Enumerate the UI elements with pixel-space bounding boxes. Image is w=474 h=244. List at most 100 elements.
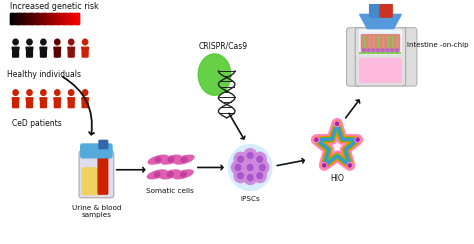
Bar — [61, 13, 62, 24]
Bar — [14, 13, 15, 24]
Bar — [70, 13, 72, 24]
FancyBboxPatch shape — [55, 52, 57, 57]
Text: HIO: HIO — [330, 174, 344, 183]
FancyBboxPatch shape — [380, 1, 392, 17]
FancyBboxPatch shape — [44, 52, 46, 57]
Ellipse shape — [148, 155, 168, 164]
Bar — [22, 13, 23, 24]
Circle shape — [396, 49, 398, 52]
Bar — [32, 13, 33, 24]
Circle shape — [247, 164, 253, 171]
Bar — [40, 13, 41, 24]
FancyBboxPatch shape — [13, 52, 16, 57]
Bar — [58, 13, 59, 24]
FancyBboxPatch shape — [355, 28, 406, 86]
Bar — [38, 13, 39, 24]
Bar — [47, 13, 48, 24]
Bar — [68, 13, 69, 24]
Bar — [69, 13, 70, 24]
Circle shape — [367, 49, 370, 52]
Circle shape — [235, 164, 241, 171]
FancyBboxPatch shape — [82, 52, 85, 57]
Bar — [10, 13, 12, 24]
Bar — [53, 13, 54, 24]
Polygon shape — [12, 98, 19, 103]
Circle shape — [247, 152, 253, 159]
Bar — [62, 13, 63, 24]
Polygon shape — [12, 47, 19, 53]
Circle shape — [257, 173, 263, 179]
Circle shape — [82, 39, 88, 45]
Bar — [45, 13, 46, 24]
Ellipse shape — [181, 157, 187, 162]
Text: Urine & blood
samples: Urine & blood samples — [72, 205, 121, 218]
Bar — [44, 13, 46, 24]
FancyBboxPatch shape — [85, 103, 88, 108]
Circle shape — [69, 90, 74, 95]
Circle shape — [13, 90, 18, 95]
Bar — [70, 13, 71, 24]
Polygon shape — [360, 14, 401, 30]
Ellipse shape — [161, 155, 181, 164]
Circle shape — [323, 164, 326, 167]
FancyBboxPatch shape — [385, 35, 390, 51]
Circle shape — [55, 39, 60, 45]
Circle shape — [82, 90, 88, 95]
FancyBboxPatch shape — [71, 103, 74, 108]
Bar — [18, 13, 19, 24]
Bar — [20, 13, 21, 24]
Circle shape — [347, 163, 352, 168]
Bar — [46, 13, 47, 24]
Bar — [21, 13, 22, 24]
FancyBboxPatch shape — [27, 103, 29, 108]
Bar — [48, 13, 49, 24]
FancyBboxPatch shape — [394, 35, 400, 51]
Circle shape — [234, 169, 247, 183]
Text: Intestine -on-chip: Intestine -on-chip — [407, 42, 469, 48]
Circle shape — [231, 161, 245, 174]
Bar — [37, 13, 38, 24]
Bar — [44, 13, 45, 24]
Bar — [66, 13, 67, 24]
Bar — [57, 13, 59, 24]
Text: CRISPR/Cas9: CRISPR/Cas9 — [199, 42, 248, 51]
Circle shape — [244, 149, 256, 163]
Circle shape — [238, 156, 244, 162]
Text: iPSCs: iPSCs — [240, 196, 260, 202]
Polygon shape — [40, 98, 47, 103]
Polygon shape — [68, 47, 75, 53]
Circle shape — [13, 39, 18, 45]
Ellipse shape — [174, 155, 194, 164]
FancyBboxPatch shape — [55, 103, 57, 108]
Bar — [28, 13, 29, 24]
Circle shape — [336, 122, 338, 125]
Circle shape — [382, 49, 384, 52]
Bar — [25, 13, 27, 24]
FancyBboxPatch shape — [71, 52, 74, 57]
FancyBboxPatch shape — [68, 52, 71, 57]
FancyBboxPatch shape — [371, 35, 376, 51]
Bar — [52, 13, 54, 24]
Bar — [56, 13, 58, 24]
FancyBboxPatch shape — [380, 35, 385, 51]
Ellipse shape — [168, 157, 174, 162]
Bar — [36, 13, 38, 24]
Circle shape — [253, 152, 266, 166]
Bar — [63, 13, 64, 24]
Circle shape — [356, 138, 359, 141]
Bar — [77, 13, 79, 24]
FancyBboxPatch shape — [68, 103, 71, 108]
Bar — [9, 13, 11, 24]
Circle shape — [238, 173, 244, 179]
Polygon shape — [26, 47, 33, 53]
Ellipse shape — [160, 170, 180, 179]
Ellipse shape — [167, 172, 173, 177]
Bar — [41, 13, 42, 24]
FancyBboxPatch shape — [82, 168, 101, 194]
FancyBboxPatch shape — [29, 103, 32, 108]
Bar — [49, 13, 50, 24]
Circle shape — [363, 49, 365, 52]
Bar — [33, 13, 34, 24]
Bar — [23, 13, 25, 24]
Circle shape — [41, 90, 46, 95]
